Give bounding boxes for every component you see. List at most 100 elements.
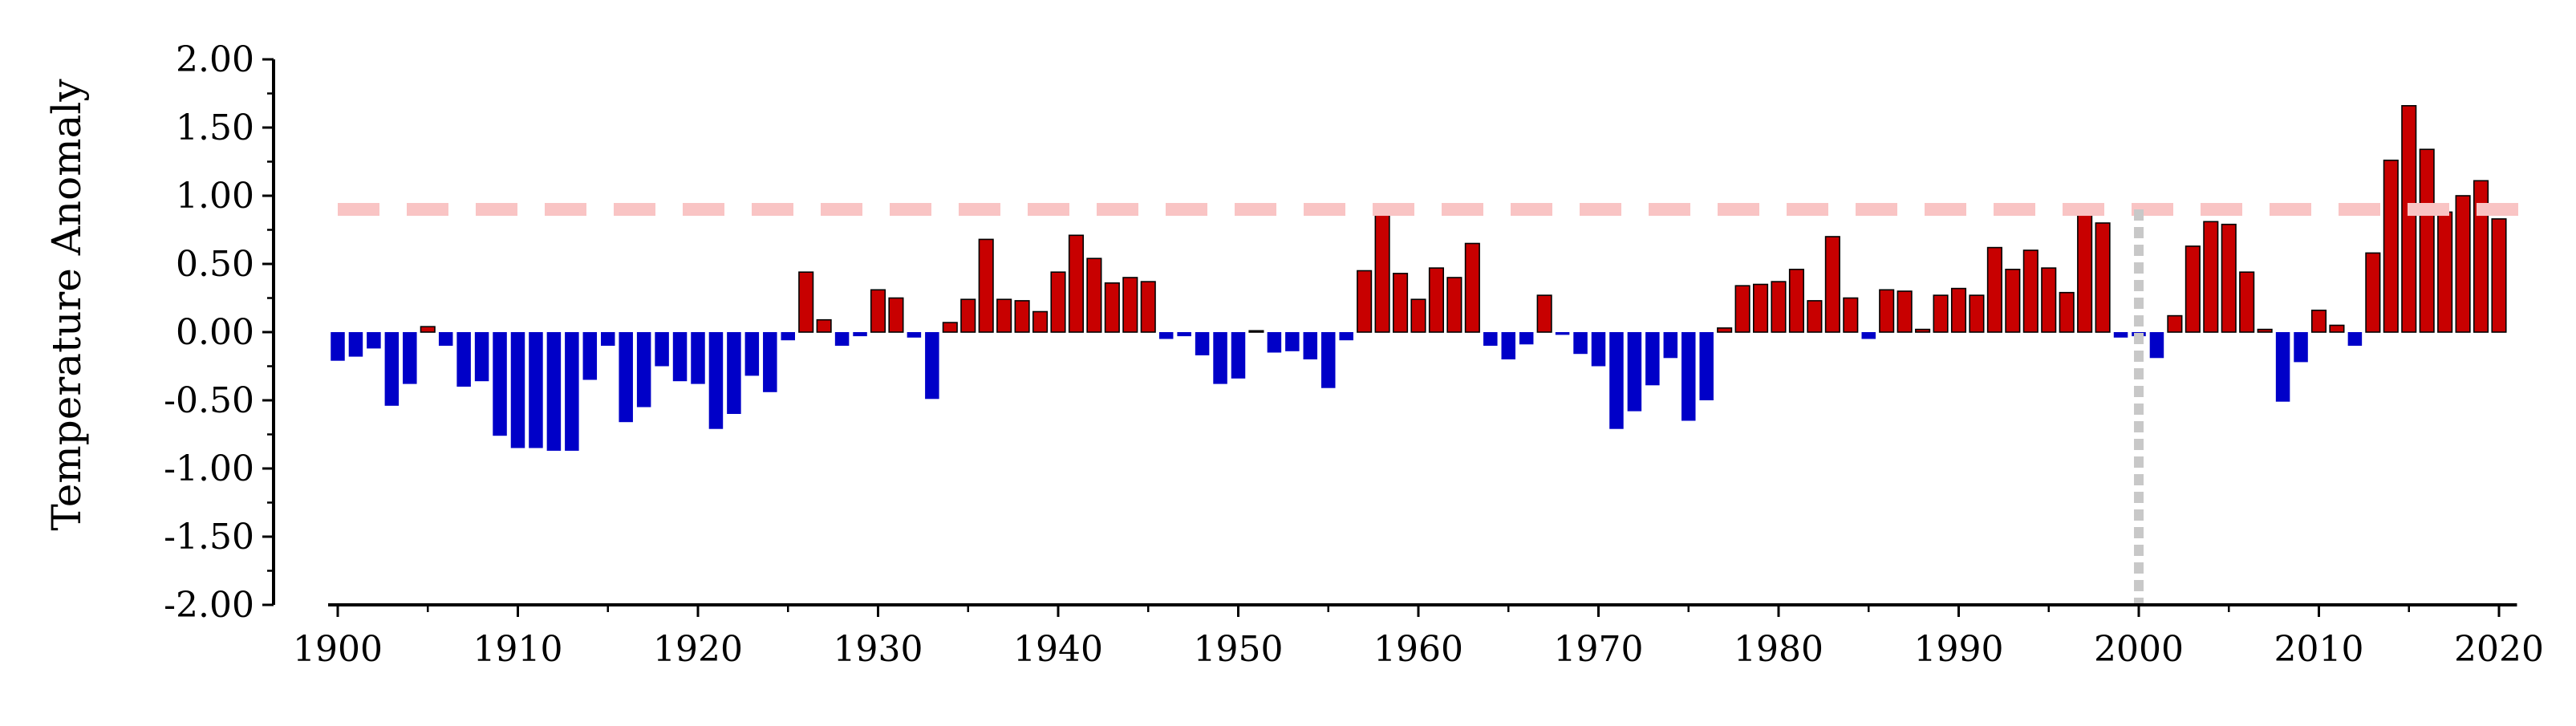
bar-1941 [1068, 234, 1084, 333]
bar-1947 [1177, 332, 1191, 337]
x-tick-label: 2010 [2274, 629, 2364, 670]
bar-1934 [942, 322, 958, 333]
bar-1964 [1483, 332, 1498, 346]
bar-1938 [1014, 300, 1030, 333]
bar-2017 [2437, 211, 2453, 333]
bar-1960 [1410, 298, 1426, 333]
bar-1949 [1213, 332, 1227, 384]
bar-1933 [925, 332, 939, 400]
bar-2019 [2473, 180, 2489, 333]
bar-1917 [636, 332, 651, 408]
y-axis-title: Temperature Anomaly [43, 79, 90, 531]
bar-2008 [2275, 332, 2290, 402]
bar-1937 [996, 298, 1012, 333]
bar-1991 [1969, 294, 1985, 333]
x-tick-label: 1980 [1734, 629, 1823, 670]
bar-1931 [888, 297, 904, 333]
bar-1902 [367, 332, 381, 349]
bar-2006 [2239, 271, 2255, 333]
bar-1969 [1573, 332, 1588, 355]
bar-2014 [2383, 160, 2399, 333]
bar-2010 [2310, 309, 2327, 333]
bar-1925 [781, 332, 795, 341]
y-tick-label: -1.50 [164, 517, 254, 558]
bar-1953 [1285, 332, 1300, 351]
bar-1908 [474, 332, 489, 382]
bar-1970 [1591, 332, 1606, 367]
bar-1909 [493, 332, 507, 436]
bar-1932 [907, 332, 922, 338]
bar-1968 [1555, 332, 1570, 335]
bar-1924 [763, 332, 777, 392]
bar-1943 [1104, 282, 1120, 333]
x-tick-label: 1950 [1194, 629, 1284, 670]
bar-1997 [2077, 209, 2093, 333]
bar-1950 [1231, 332, 1246, 379]
bars-group [331, 105, 2507, 451]
bar-1986 [1879, 289, 1895, 333]
bar-1982 [1807, 300, 1823, 333]
bar-1904 [403, 332, 417, 384]
bar-1981 [1788, 268, 1804, 333]
bar-1972 [1627, 332, 1642, 412]
y-tick-label: 1.50 [176, 107, 254, 148]
bar-1971 [1609, 332, 1624, 429]
bar-1920 [691, 332, 705, 384]
bar-1907 [456, 332, 471, 387]
axes-group: 2.00 1.50 1.00 0.50 0.00 -0.50 -1.00 -1.50 -2.00… [164, 39, 2544, 670]
bar-1954 [1303, 332, 1318, 359]
bar-1979 [1753, 283, 1769, 333]
bar-1912 [546, 332, 562, 451]
bar-2011 [2329, 324, 2345, 333]
y-tick-label: 1.00 [176, 176, 254, 217]
bar-1976 [1699, 332, 1714, 400]
bar-1936 [978, 238, 994, 333]
bar-1996 [2059, 291, 2075, 333]
bar-1965 [1501, 332, 1515, 359]
bar-1999 [2113, 332, 2128, 338]
bar-1906 [438, 332, 453, 346]
bar-1952 [1267, 332, 1282, 353]
bar-1915 [601, 332, 615, 346]
bar-2015 [2401, 105, 2417, 333]
bar-1995 [2041, 267, 2057, 333]
bar-1962 [1446, 277, 1462, 333]
bar-1918 [655, 332, 669, 367]
bar-1926 [798, 271, 814, 333]
x-tick-label: 1910 [473, 629, 563, 670]
bar-1946 [1158, 332, 1174, 339]
bar-2020 [2491, 218, 2507, 333]
x-tick-label: 2000 [2094, 629, 2184, 670]
bar-1963 [1464, 242, 1480, 333]
bar-2001 [2149, 332, 2164, 359]
bar-1958 [1374, 209, 1390, 333]
bar-2018 [2455, 195, 2471, 333]
bar-1935 [960, 298, 976, 333]
bar-1903 [384, 332, 400, 406]
bar-1922 [727, 332, 741, 414]
bar-1916 [619, 332, 633, 423]
bar-1945 [1140, 281, 1156, 333]
y-tick-label: -0.50 [164, 380, 254, 421]
bar-1994 [2022, 249, 2038, 333]
bar-1921 [708, 332, 724, 429]
x-tick-label: 1990 [1914, 629, 2004, 670]
bar-1901 [348, 332, 363, 357]
bar-1973 [1645, 332, 1660, 386]
bar-2002 [2167, 314, 2183, 333]
x-tick-label: 1920 [653, 629, 743, 670]
x-tick-label: 1900 [293, 629, 383, 670]
bar-1913 [565, 332, 579, 451]
bar-1919 [672, 332, 688, 382]
bar-1944 [1122, 277, 1138, 333]
y-tick-label: -1.00 [164, 448, 254, 489]
bar-1955 [1321, 332, 1336, 388]
bar-1983 [1824, 236, 1840, 333]
bar-1956 [1339, 332, 1353, 341]
x-tick-label: 1930 [834, 629, 923, 670]
bar-1993 [2005, 268, 2021, 333]
bar-1987 [1897, 290, 1913, 333]
bar-2012 [2347, 332, 2363, 346]
bar-1988 [1915, 328, 1931, 333]
